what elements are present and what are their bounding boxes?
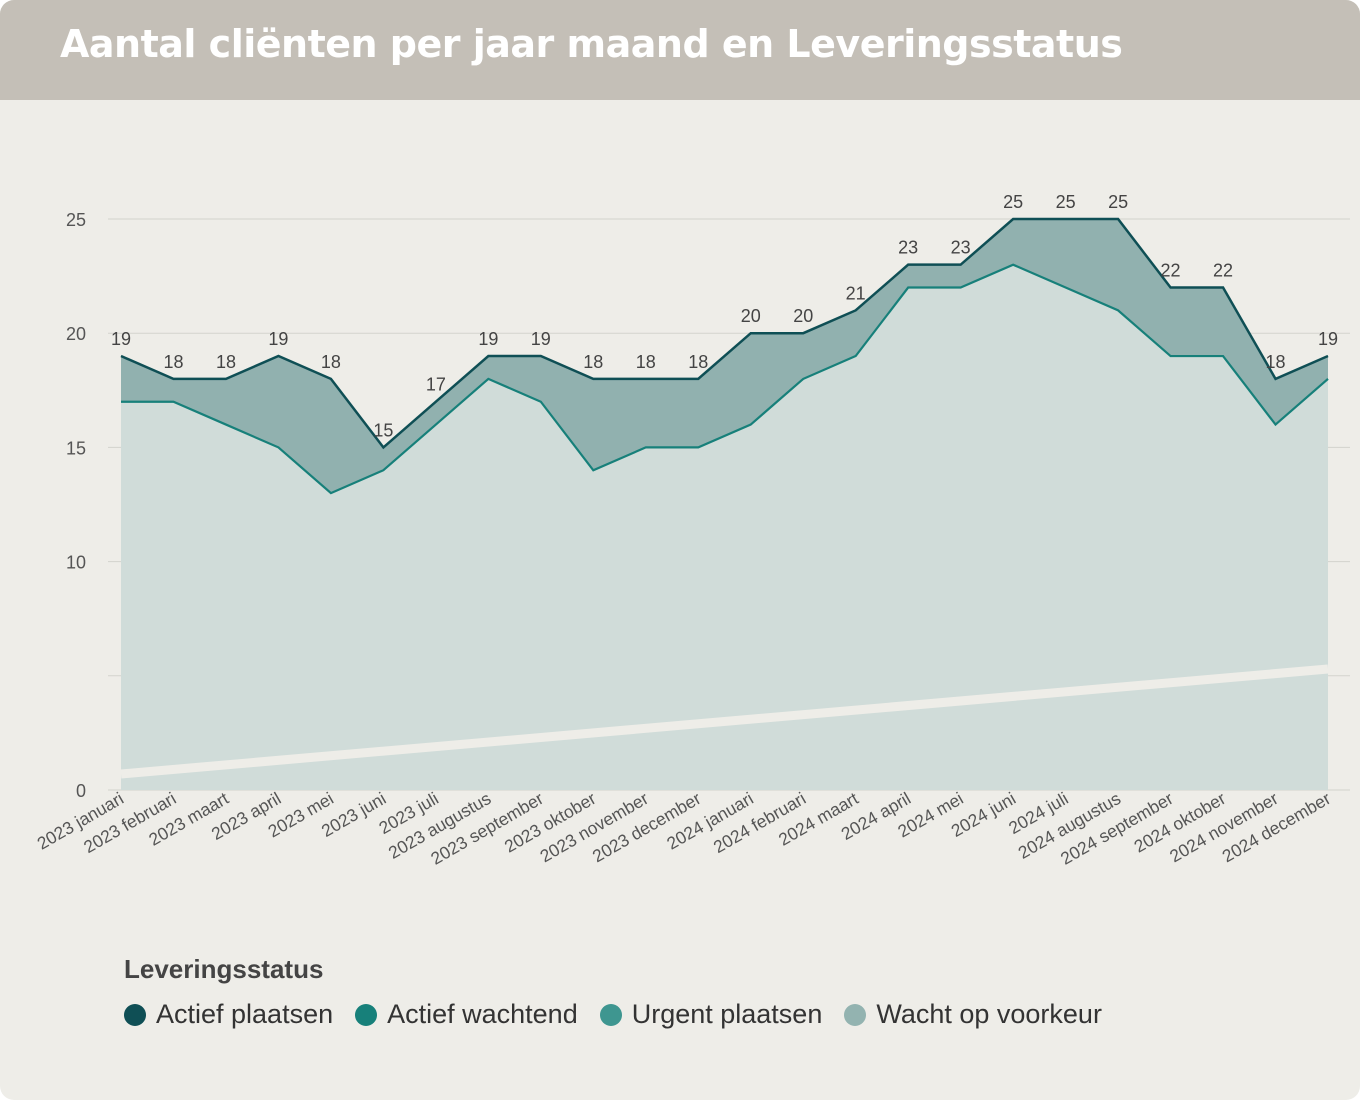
legend-items: Actief plaatsen Actief wachtend Urgent pla… xyxy=(124,999,1124,1030)
data-label: 19 xyxy=(111,329,131,349)
area-chart: 0 10 15 20 25 19 18 18 19 18 15 17 19 19 18 18 18 20 20 21 2… xyxy=(34,192,1350,869)
data-label: 19 xyxy=(478,329,498,349)
data-label: 22 xyxy=(1161,261,1181,281)
data-label: 20 xyxy=(741,306,761,326)
data-label: 18 xyxy=(321,352,341,372)
series-line-total xyxy=(120,217,1329,450)
data-label: 18 xyxy=(1266,352,1286,372)
legend-item: Actief wachtend xyxy=(355,999,578,1030)
stripe-overlay xyxy=(120,664,1329,779)
data-label: 25 xyxy=(1056,192,1076,212)
legend-dot-icon xyxy=(599,1003,622,1026)
legend-label: Wacht op voorkeur xyxy=(876,999,1102,1029)
data-label: 18 xyxy=(636,352,656,372)
legend-label: Actief wachtend xyxy=(387,999,578,1029)
legend-label: Urgent plaatsen xyxy=(631,999,823,1029)
data-label: 18 xyxy=(688,352,708,372)
data-label: 17 xyxy=(426,375,446,395)
data-label: 19 xyxy=(268,329,288,349)
legend-label: Actief plaatsen xyxy=(156,999,334,1029)
legend-dot-icon xyxy=(124,1003,146,1026)
area-lower-band xyxy=(121,264,1328,790)
data-label: 25 xyxy=(1108,192,1128,212)
y-tick-label: 20 xyxy=(66,324,86,344)
legend-item: Actief plaatsen xyxy=(124,999,333,1030)
data-label: 25 xyxy=(1003,192,1023,212)
data-label: 23 xyxy=(951,238,971,258)
y-tick-label: 0 xyxy=(76,781,86,801)
data-label: 21 xyxy=(846,283,866,303)
data-label: 18 xyxy=(163,352,183,372)
chart-title: Aantal cliënten per jaar maand en Leveri… xyxy=(60,22,1123,66)
y-tick-label: 10 xyxy=(66,553,86,573)
data-label: 15 xyxy=(373,420,393,440)
legend: Leveringsstatus Actief plaatsen Actief wa… xyxy=(124,954,1124,1030)
area-upper-band xyxy=(121,219,1328,494)
legend-dot-icon xyxy=(844,1003,867,1026)
data-label: 18 xyxy=(583,352,603,372)
data-label: 23 xyxy=(898,238,918,258)
data-label: 22 xyxy=(1213,261,1233,281)
series-line-lower xyxy=(121,263,1329,495)
header-bar: Aantal cliënten per jaar maand en Leveri… xyxy=(0,0,1360,100)
data-label: 18 xyxy=(216,352,236,372)
legend-item: Wacht op voorkeur xyxy=(844,999,1102,1030)
legend-item: Urgent plaatsen xyxy=(599,999,823,1030)
y-tick-label: 25 xyxy=(66,210,86,230)
data-label: 20 xyxy=(793,306,813,326)
y-tick-label: 15 xyxy=(66,438,86,458)
legend-title: Leveringsstatus xyxy=(124,954,324,984)
data-label: 19 xyxy=(531,329,551,349)
data-label: 19 xyxy=(1318,329,1338,349)
legend-dot-icon xyxy=(355,1003,378,1026)
